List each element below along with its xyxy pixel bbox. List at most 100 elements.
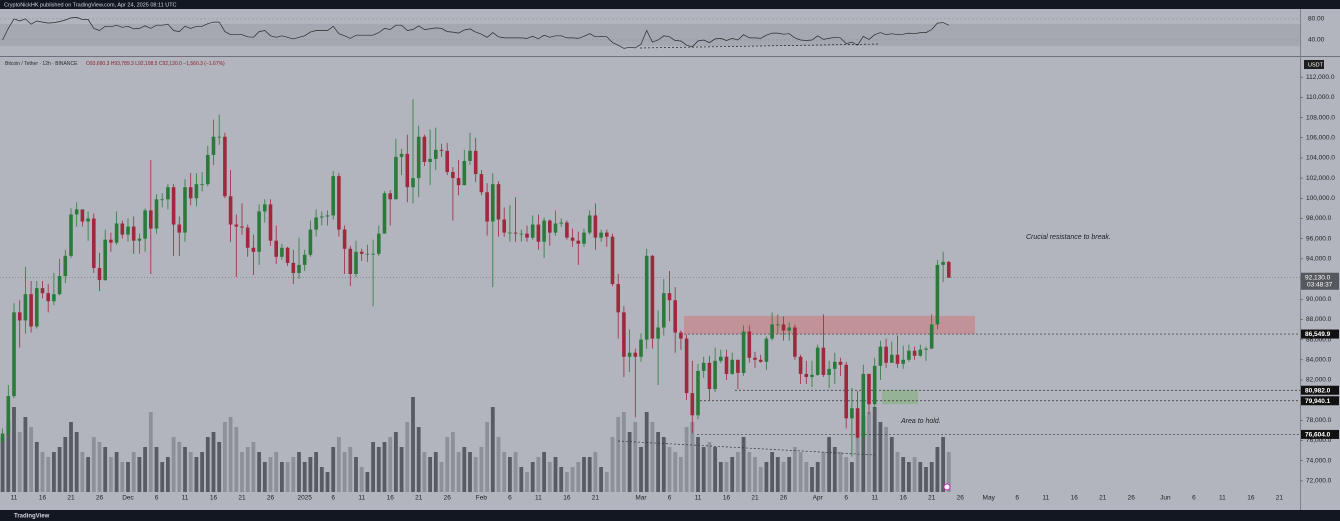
volume-bar xyxy=(713,447,717,492)
volume-bar xyxy=(741,437,746,492)
candle-body xyxy=(912,350,917,356)
candle-body xyxy=(741,331,746,373)
y-tick-label: 100,000.0 xyxy=(1306,195,1335,202)
candle-body xyxy=(371,253,375,255)
volume-bar xyxy=(319,467,324,492)
volume-bar xyxy=(661,437,666,492)
x-tick-label: 21 xyxy=(592,495,600,502)
volume-bar xyxy=(451,432,455,492)
x-tick-label: 21 xyxy=(67,495,75,502)
volume-bar xyxy=(644,412,649,492)
candle-body xyxy=(149,210,153,229)
ohlc-legend: O93,690.3 H93,789.3 L92,108.5 C92,130.0 … xyxy=(86,61,225,67)
volume-bar xyxy=(6,422,11,492)
candle-body xyxy=(6,396,11,434)
candle-body xyxy=(211,136,216,155)
volume-bar xyxy=(770,452,774,492)
volume-bar xyxy=(223,422,227,492)
volume-bar xyxy=(411,397,415,492)
candle-body xyxy=(171,187,176,225)
volume-bar xyxy=(257,452,261,492)
candle-body xyxy=(895,354,900,364)
candle-body xyxy=(736,359,740,373)
candle-body xyxy=(63,255,68,277)
volume-bar xyxy=(935,447,940,492)
volume-bar xyxy=(314,452,318,492)
volume-bar xyxy=(753,457,757,492)
candle-body xyxy=(52,294,56,302)
level-label: 76,604.0 xyxy=(1305,431,1331,438)
y-tick-label: 98,000.0 xyxy=(1306,215,1332,222)
volume-bar xyxy=(593,452,598,492)
x-tick-label: 26 xyxy=(957,495,965,502)
x-tick-label: 16 xyxy=(39,495,47,502)
volume-bar xyxy=(918,462,923,492)
volume-bar xyxy=(262,462,267,492)
x-tick-label: 21 xyxy=(1276,495,1284,502)
candle-body xyxy=(137,238,142,241)
volume-bar xyxy=(342,452,347,492)
candle-body xyxy=(245,227,250,248)
volume-bar xyxy=(889,437,894,492)
candle-body xyxy=(280,247,284,257)
candle-body xyxy=(394,156,398,200)
candle-body xyxy=(302,254,307,265)
volume-bar xyxy=(815,462,820,492)
volume-bar xyxy=(941,437,945,492)
y-tick-label: 96,000.0 xyxy=(1306,235,1332,242)
candle-body xyxy=(377,233,381,254)
volume-bar xyxy=(46,457,51,492)
volume-bar xyxy=(473,457,478,492)
level-label: 86,549.9 xyxy=(1305,331,1331,338)
candle-body xyxy=(103,239,107,281)
volume-bar xyxy=(764,462,769,492)
candle-body xyxy=(890,354,894,363)
candle-body xyxy=(416,136,421,179)
candle-body xyxy=(827,368,831,375)
volume-bar xyxy=(810,467,814,492)
candle-body xyxy=(719,356,723,361)
candle-body xyxy=(878,346,883,366)
volume-bar xyxy=(103,447,108,492)
volume-bar xyxy=(872,407,877,492)
volume-bar xyxy=(148,412,153,492)
candle-body xyxy=(74,209,79,215)
candle-body xyxy=(815,347,820,375)
volume-bar xyxy=(832,447,837,492)
candle-body xyxy=(131,226,136,241)
rsi-tick-label: 40.00 xyxy=(1308,37,1325,44)
candle-body xyxy=(667,293,672,301)
x-tick-label: 2025 xyxy=(297,495,312,502)
candle-body xyxy=(747,331,752,358)
y-tick-label: 78,000.0 xyxy=(1306,417,1332,424)
last-price-box xyxy=(1301,272,1339,290)
annotation: Crucial resistance to break. xyxy=(1026,234,1111,241)
candle-body xyxy=(451,172,455,179)
x-tick-label: 16 xyxy=(900,495,908,502)
candle-body xyxy=(587,215,592,233)
header-text: CryptoNickHK published on TradingView.co… xyxy=(4,2,177,8)
volume-bar xyxy=(40,452,45,492)
candle-body xyxy=(382,193,387,234)
x-tick-label: 21 xyxy=(1099,495,1107,502)
candle-body xyxy=(764,338,769,362)
volume-bar xyxy=(433,452,438,492)
volume-bar xyxy=(240,452,244,492)
candle-body xyxy=(576,240,581,244)
candle-body xyxy=(126,226,130,235)
volume-bar xyxy=(365,472,370,492)
rsi-band xyxy=(0,24,1300,46)
candle-body xyxy=(183,187,187,233)
volume-bar xyxy=(901,457,906,492)
candle-body xyxy=(884,346,888,363)
volume-bar xyxy=(850,462,854,492)
volume-bar xyxy=(855,432,860,492)
candle-body xyxy=(166,187,170,200)
volume-bar xyxy=(844,457,849,492)
footer-logo: TradingView xyxy=(14,513,50,519)
x-tick-label: 6 xyxy=(508,495,512,502)
candle-body xyxy=(428,158,432,162)
volume-bar xyxy=(468,452,472,492)
candle-body xyxy=(240,226,244,228)
volume-bar xyxy=(211,432,216,492)
